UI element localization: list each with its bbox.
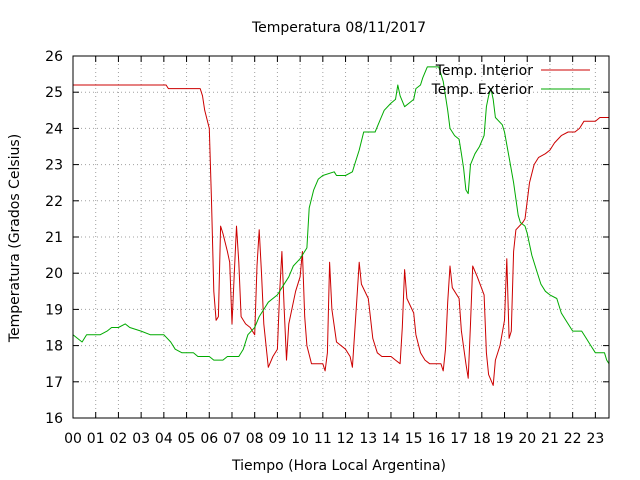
y-tick-label: 22 bbox=[45, 194, 63, 210]
x-tick-label: 16 bbox=[427, 431, 445, 447]
x-tick-label: 09 bbox=[268, 431, 286, 447]
axis-ticks: 00 01 02 03 04 05 06 07 08 09 10 11 12 13 14 15 16 17 18 19… bbox=[45, 49, 609, 447]
y-tick-label: 17 bbox=[45, 375, 63, 391]
y-tick-label: 23 bbox=[45, 158, 63, 174]
series-lines bbox=[72, 66, 610, 386]
x-tick-label: 20 bbox=[518, 431, 536, 447]
legend: Temp. Interior Temp. Exterior bbox=[431, 63, 590, 98]
x-tick-label: 15 bbox=[405, 431, 423, 447]
x-tick-label: 12 bbox=[337, 431, 355, 447]
x-tick-label: 19 bbox=[496, 431, 514, 447]
y-tick-label: 16 bbox=[45, 411, 63, 427]
series-line-exterior bbox=[72, 66, 610, 364]
y-tick-label: 25 bbox=[45, 85, 63, 101]
x-tick-label: 07 bbox=[223, 431, 241, 447]
y-axis-label: Temperatura (Grados Celsius) bbox=[7, 134, 23, 343]
x-tick-label: 18 bbox=[473, 431, 491, 447]
y-tick-label: 21 bbox=[45, 230, 63, 246]
x-tick-label: 08 bbox=[246, 431, 264, 447]
x-tick-label: 06 bbox=[200, 431, 218, 447]
x-tick-label: 13 bbox=[359, 431, 377, 447]
y-tick-label: 19 bbox=[45, 302, 63, 318]
series-line-interior bbox=[73, 84, 609, 386]
x-tick-label: 02 bbox=[110, 431, 128, 447]
grid-lines bbox=[72, 55, 609, 419]
y-tick-label: 20 bbox=[45, 266, 63, 282]
x-tick-label: 03 bbox=[132, 431, 150, 447]
x-tick-label: 17 bbox=[450, 431, 468, 447]
x-tick-label: 14 bbox=[382, 431, 400, 447]
x-axis-label: Tiempo (Hora Local Argentina) bbox=[231, 458, 446, 474]
x-tick-label: 11 bbox=[314, 431, 332, 447]
y-tick-label: 24 bbox=[45, 121, 63, 137]
x-tick-label: 04 bbox=[155, 431, 173, 447]
x-tick-label: 00 bbox=[64, 431, 82, 447]
x-tick-label: 05 bbox=[178, 431, 196, 447]
x-tick-label: 01 bbox=[87, 431, 105, 447]
x-tick-label: 22 bbox=[564, 431, 582, 447]
x-tick-label: 10 bbox=[291, 431, 309, 447]
x-tick-label: 21 bbox=[541, 431, 559, 447]
y-tick-label: 18 bbox=[45, 339, 63, 355]
legend-label-interior: Temp. Interior bbox=[435, 63, 534, 79]
legend-label-exterior: Temp. Exterior bbox=[431, 82, 534, 98]
y-tick-label: 26 bbox=[45, 49, 63, 65]
x-tick-label: 23 bbox=[586, 431, 604, 447]
chart-title: Temperatura 08/11/2017 bbox=[251, 20, 426, 36]
